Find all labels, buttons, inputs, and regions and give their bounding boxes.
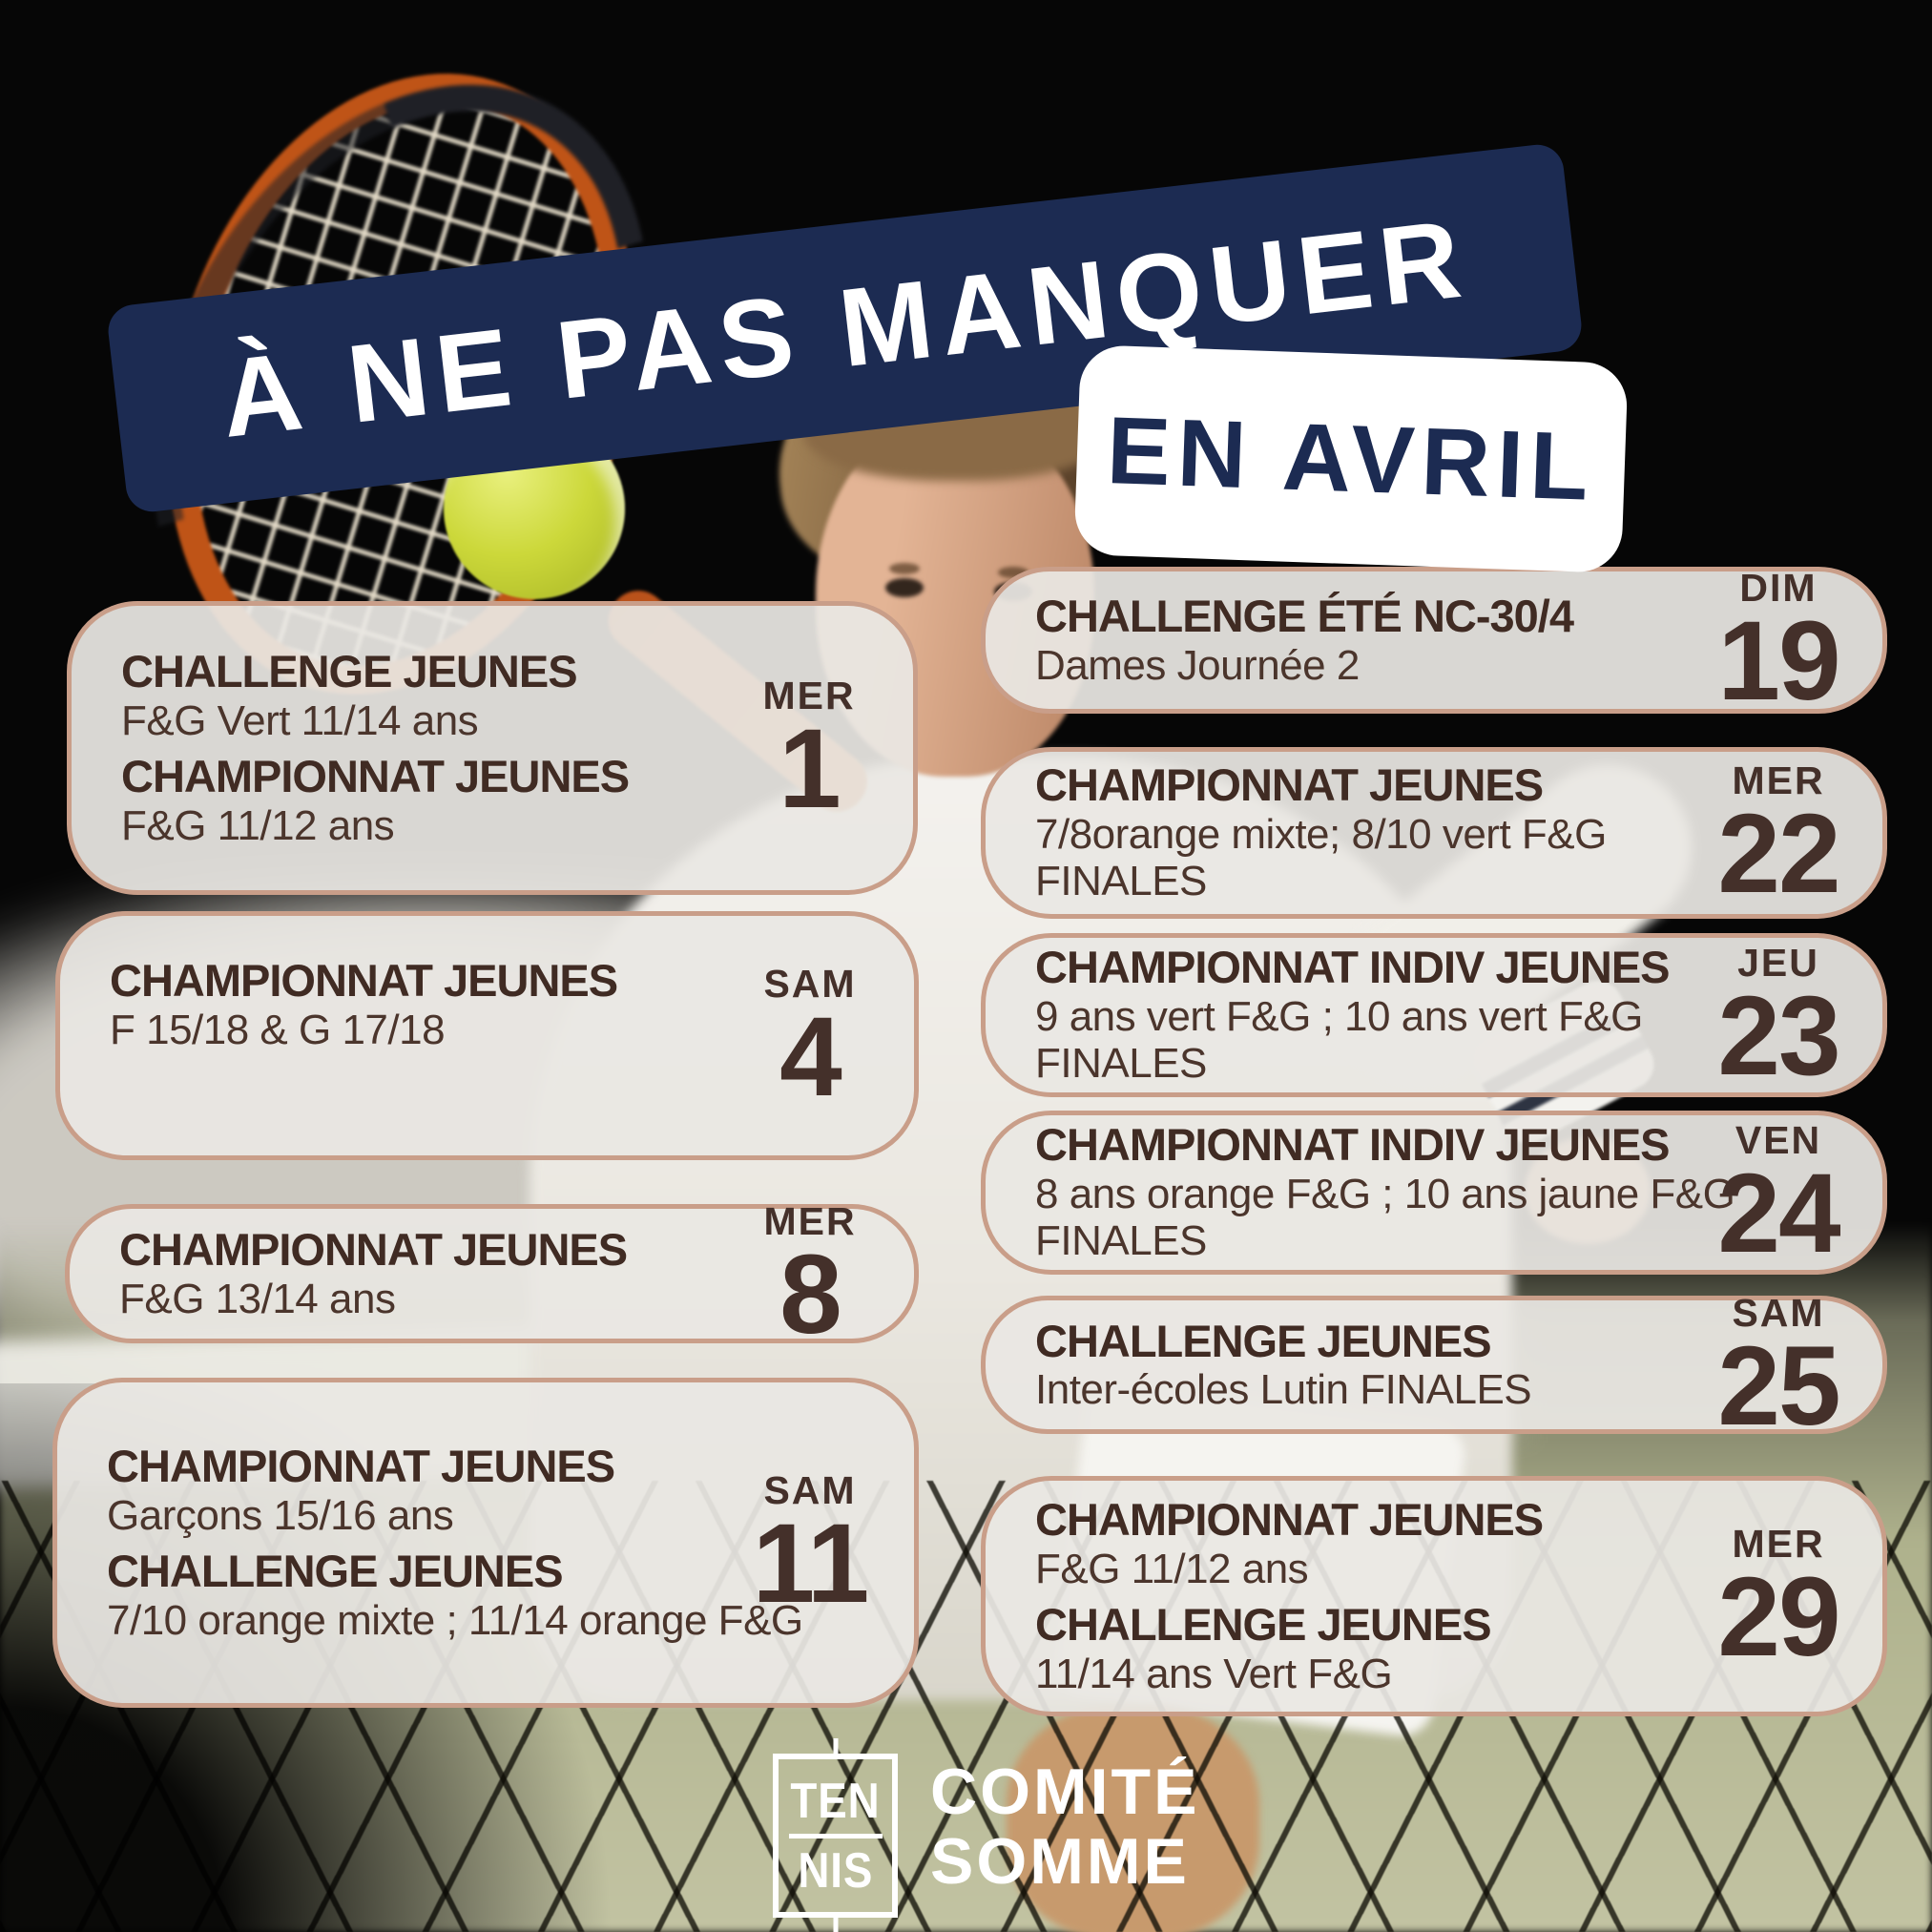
event-card-r1: CHALLENGE ÉTÉ NC-30/4 Dames Journée 2 DIM 1… [981, 566, 1887, 725]
tennis-logo-top: TEN [790, 1773, 881, 1829]
event-date-block: SAM 25 [1707, 1291, 1850, 1449]
event-card-r5: CHALLENGE JEUNES Inter-écoles Lutin FINAL… [981, 1291, 1887, 1443]
event-card-r6: CHAMPIONNAT JEUNES F&G 11/12 ans CHALLENGE… [981, 1476, 1887, 1716]
event-subtitle: FINALES [1035, 1040, 1207, 1088]
event-title: CHAMPIONNAT JEUNES [121, 751, 630, 801]
event-title: CHAMPIONNAT JEUNES [1035, 759, 1544, 811]
event-date-block: JEU 23 [1707, 941, 1850, 1100]
event-date-block: MER 1 [737, 675, 881, 833]
event-group: CHALLENGE JEUNES 11/14 ans Vert F&G [1035, 1599, 1720, 1697]
event-day-number: 8 [779, 1232, 842, 1359]
event-subtitle: F 15/18 & G 17/18 [110, 1006, 446, 1053]
event-title: CHALLENGE JEUNES [1035, 1599, 1492, 1650]
event-group: CHAMPIONNAT JEUNES F&G 13/14 ans [119, 1224, 752, 1322]
event-date-block: SAM 11 [738, 1469, 882, 1628]
event-date-block: SAM 4 [738, 962, 882, 1120]
event-day-label: VEN [1735, 1118, 1822, 1163]
event-card-l4: CHAMPIONNAT JEUNES Garçons 15/16 ans CHALL… [52, 1378, 919, 1708]
event-date-block: DIM 19 [1707, 566, 1850, 725]
month-badge: EN AVRIL [1073, 344, 1629, 573]
event-group: CHAMPIONNAT JEUNES 7/8orange mixte; 8/10 … [1035, 759, 1720, 905]
event-title: CHAMPIONNAT JEUNES [119, 1224, 628, 1276]
event-title: CHAMPIONNAT JEUNES [110, 955, 618, 1006]
tennis-logo: TEN NIS [773, 1754, 898, 1918]
event-group: CHAMPIONNAT INDIV JEUNES 9 ans vert F&G ;… [1035, 942, 1720, 1088]
event-subtitle: 11/14 ans Vert F&G [1035, 1650, 1393, 1697]
event-card-content: CHAMPIONNAT JEUNES F 15/18 & G 17/18 [110, 948, 752, 1061]
event-day-label: JEU [1737, 941, 1819, 986]
event-date-block: MER 8 [738, 1200, 882, 1359]
event-card-l3: CHAMPIONNAT JEUNES F&G 13/14 ans MER 8 [65, 1200, 919, 1351]
event-group: CHALLENGE JEUNES F&G Vert 11/14 ans [121, 646, 751, 744]
event-day-label: MER [1732, 758, 1825, 803]
event-date-block: VEN 24 [1707, 1118, 1850, 1278]
event-group: CHAMPIONNAT JEUNES F&G 11/12 ans [1035, 1494, 1720, 1592]
event-card-l2: CHAMPIONNAT JEUNES F 15/18 & G 17/18 SAM 4 [55, 911, 919, 1160]
event-day-number: 22 [1717, 791, 1840, 918]
event-day-number: 29 [1717, 1554, 1840, 1681]
event-title: CHALLENGE JEUNES [1035, 1315, 1492, 1366]
event-subtitle: F&G 11/12 ans [121, 801, 395, 849]
event-subtitle: 7/8orange mixte; 8/10 vert F&G [1035, 811, 1607, 859]
event-day-number: 23 [1717, 973, 1840, 1100]
event-day-number: 11 [752, 1501, 870, 1628]
event-subtitle: 9 ans vert F&G ; 10 ans vert F&G [1035, 993, 1643, 1041]
event-date-block: MER 22 [1707, 758, 1850, 918]
event-day-label: DIM [1739, 566, 1818, 611]
month-badge-text: EN AVRIL [1105, 396, 1597, 521]
event-card-content: CHALLENGE JEUNES Inter-écoles Lutin FINAL… [1035, 1309, 1720, 1422]
tennis-logo-bottom: NIS [798, 1842, 873, 1899]
organisation-line1: COMITÉ [930, 1755, 1200, 1828]
photo-boy-eye-left [885, 578, 924, 597]
event-subtitle: Inter-écoles Lutin FINALES [1035, 1366, 1532, 1414]
event-card-content: CHAMPIONNAT INDIV JEUNES 9 ans vert F&G ;… [1035, 935, 1720, 1094]
event-subtitle: F&G Vert 11/14 ans [121, 696, 479, 744]
event-day-number: 1 [779, 706, 841, 833]
event-date-block: MER 29 [1707, 1523, 1850, 1681]
event-title: CHAMPIONNAT JEUNES [1035, 1494, 1544, 1546]
event-day-number: 25 [1717, 1322, 1840, 1449]
event-subtitle: F&G 11/12 ans [1035, 1545, 1309, 1592]
event-card-content: CHALLENGE JEUNES F&G Vert 11/14 ans CHAMPI… [121, 639, 751, 857]
event-title: CHALLENGE JEUNES [121, 646, 578, 697]
organisation-name: COMITÉ SOMME [930, 1755, 1200, 1899]
event-group: CHAMPIONNAT JEUNES F&G 11/12 ans [121, 751, 751, 849]
organisation-line2: SOMME [930, 1825, 1190, 1899]
event-card-r2: CHAMPIONNAT JEUNES 7/8orange mixte; 8/10 … [981, 747, 1887, 919]
tennis-logo-divider [788, 1833, 883, 1839]
event-group: CHAMPIONNAT JEUNES F 15/18 & G 17/18 [110, 955, 752, 1053]
event-subtitle: F&G 13/14 ans [119, 1275, 396, 1322]
event-card-content: CHAMPIONNAT JEUNES F&G 13/14 ans [119, 1217, 752, 1330]
event-card-content: CHALLENGE ÉTÉ NC-30/4 Dames Journée 2 [1035, 584, 1720, 696]
event-group: CHALLENGE JEUNES Inter-écoles Lutin FINAL… [1035, 1315, 1720, 1414]
event-title: CHAMPIONNAT INDIV JEUNES [1035, 942, 1671, 993]
event-day-number: 19 [1717, 598, 1840, 725]
event-group: CHALLENGE ÉTÉ NC-30/4 Dames Journée 2 [1035, 591, 1720, 689]
event-subtitle: Dames Journée 2 [1035, 641, 1360, 689]
event-day-number: 24 [1717, 1151, 1840, 1278]
event-day-number: 4 [779, 993, 842, 1120]
event-card-r3: CHAMPIONNAT INDIV JEUNES 9 ans vert F&G ;… [981, 933, 1887, 1097]
event-card-l1: CHALLENGE JEUNES F&G Vert 11/14 ans CHAMPI… [67, 601, 918, 895]
event-title: CHALLENGE ÉTÉ NC-30/4 [1035, 591, 1574, 642]
event-card-r4: CHAMPIONNAT INDIV JEUNES 8 ans orange F&G… [981, 1111, 1887, 1275]
event-card-content: CHAMPIONNAT JEUNES 7/8orange mixte; 8/10 … [1035, 753, 1720, 912]
event-subtitle: FINALES [1035, 858, 1207, 905]
event-card-content: CHAMPIONNAT JEUNES F&G 11/12 ans CHALLENGE… [1035, 1487, 1720, 1705]
